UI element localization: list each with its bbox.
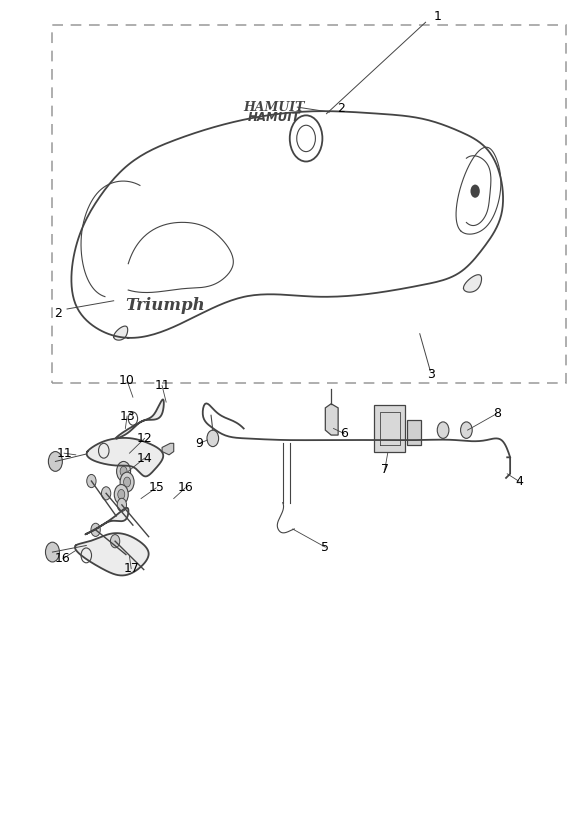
Text: 14: 14 [136,452,153,465]
Text: 9: 9 [195,437,203,450]
Text: 11: 11 [56,447,72,460]
Circle shape [437,422,449,438]
Circle shape [87,475,96,488]
Polygon shape [463,274,482,293]
Text: HAMUIT: HAMUIT [248,111,300,124]
Text: 3: 3 [427,368,436,382]
Text: 4: 4 [515,475,523,488]
Text: HAMUIT: HAMUIT [243,101,305,114]
Text: 1: 1 [433,10,441,23]
Circle shape [120,466,127,476]
Circle shape [117,461,131,481]
Circle shape [101,487,111,500]
Polygon shape [85,508,128,535]
Polygon shape [87,438,163,476]
Polygon shape [374,405,405,452]
Text: 10: 10 [119,374,135,387]
Polygon shape [162,443,174,455]
Polygon shape [116,400,164,438]
Text: 11: 11 [154,379,170,392]
Text: 17: 17 [123,562,139,575]
Circle shape [207,430,219,447]
Text: 16: 16 [177,481,194,494]
Text: 12: 12 [136,432,153,445]
Circle shape [117,499,127,512]
Text: 6: 6 [340,427,348,440]
Text: 15: 15 [148,481,164,494]
Text: 8: 8 [493,407,501,420]
Circle shape [48,452,62,471]
Circle shape [470,185,480,198]
Polygon shape [325,404,338,435]
Text: 2: 2 [54,307,62,320]
Text: Triumph: Triumph [125,297,205,314]
Text: 16: 16 [55,552,71,565]
Text: 5: 5 [321,541,329,554]
Circle shape [124,477,131,487]
Text: 7: 7 [381,463,389,476]
Circle shape [114,485,128,504]
Text: 2: 2 [337,102,345,115]
Circle shape [118,489,125,499]
Polygon shape [114,326,128,340]
Circle shape [45,542,59,562]
Bar [52,25,566,383]
Polygon shape [75,533,149,575]
Circle shape [120,472,134,492]
Polygon shape [407,420,421,445]
Circle shape [110,535,120,548]
Text: 13: 13 [119,410,135,423]
Circle shape [91,523,100,536]
Circle shape [461,422,472,438]
